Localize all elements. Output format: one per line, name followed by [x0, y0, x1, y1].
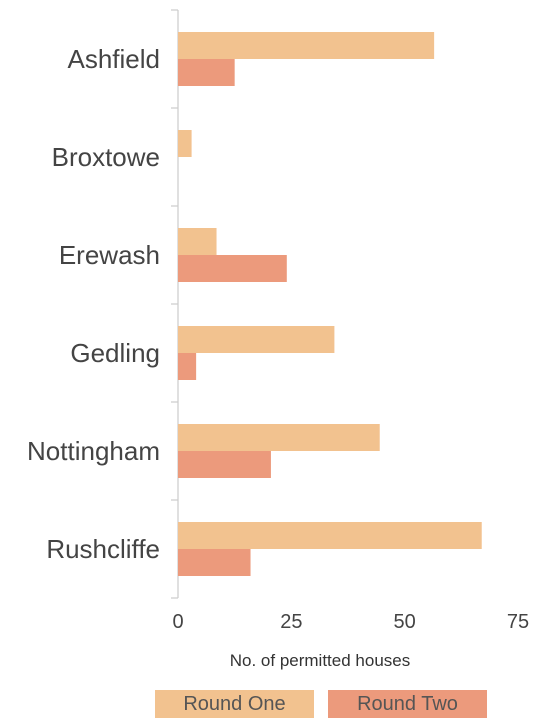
bar-round-two[interactable] — [178, 59, 235, 86]
category-label: Nottingham — [27, 436, 160, 466]
bars-group — [178, 32, 482, 576]
category-label: Rushcliffe — [46, 534, 160, 564]
x-tick-label: 25 — [280, 611, 302, 633]
category-label: Ashfield — [68, 44, 161, 74]
x-tick-label: 50 — [394, 611, 416, 633]
category-label: Erewash — [59, 240, 160, 270]
bar-round-two[interactable] — [178, 353, 197, 380]
bar-round-one[interactable] — [178, 522, 482, 549]
bar-round-two[interactable] — [178, 549, 251, 576]
bar-round-one[interactable] — [178, 326, 335, 353]
bar-round-two[interactable] — [178, 255, 287, 282]
bar-chart: 0 25 50 75 Ashfield Broxtowe Erewash Gedling Not… — [27, 9, 529, 670]
axis-group — [171, 9, 179, 599]
labels-group: 0 25 50 75 Ashfield Broxtowe Erewash Gedling Not… — [27, 44, 529, 633]
x-tick-label: 75 — [507, 611, 529, 633]
x-axis-title: No. of permitted houses — [230, 651, 410, 670]
bar-round-one[interactable] — [178, 32, 435, 59]
bar-round-two[interactable] — [178, 451, 271, 478]
category-label: Broxtowe — [52, 142, 160, 172]
bar-round-one[interactable] — [178, 228, 217, 255]
category-label: Gedling — [70, 338, 160, 368]
bar-round-one[interactable] — [178, 424, 380, 451]
legend-item-round-two[interactable]: Round Two — [328, 690, 487, 718]
x-tick-label: 0 — [172, 611, 183, 633]
legend-item-round-one[interactable]: Round One — [155, 690, 314, 718]
legend: Round One Round Two — [0, 690, 535, 718]
bar-round-one[interactable] — [178, 130, 192, 157]
